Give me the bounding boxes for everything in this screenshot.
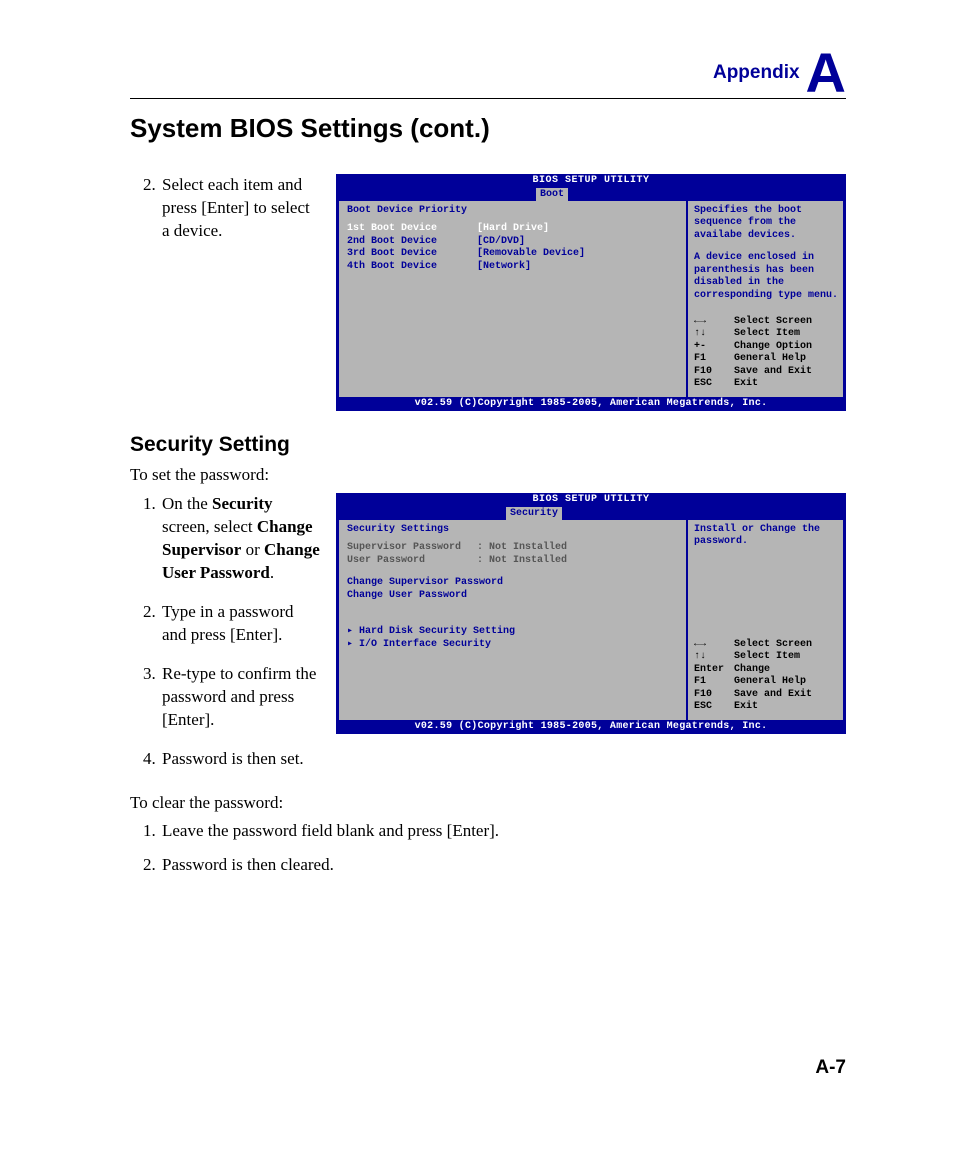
clear-step-2: Password is then cleared.	[160, 855, 846, 875]
bios2-tab-security: Security	[506, 507, 562, 520]
security-steps-column: On the Security screen, select Change Su…	[130, 493, 320, 786]
security-intro: To set the password:	[130, 465, 846, 485]
boot-item-3: 3rd Boot Device[Removable Device]	[347, 248, 680, 261]
io-security-link: I/O Interface Security	[347, 639, 680, 652]
clear-intro: To clear the password:	[130, 793, 846, 813]
security-heading: Security Setting	[130, 433, 846, 457]
bios-right-pane: Specifies the boot sequence from the ava…	[688, 201, 843, 397]
bios-title: BIOS SETUP UTILITY	[336, 174, 846, 188]
page-title: System BIOS Settings (cont.)	[130, 113, 846, 144]
supervisor-pw-row: Supervisor Password: Not Installed	[347, 542, 680, 555]
security-step-2: Type in a password and press [Enter].	[160, 601, 320, 647]
clear-steps: Leave the password field blank and press…	[130, 821, 846, 875]
bios-left-pane: Boot Device Priority 1st Boot Device[Har…	[339, 201, 688, 397]
bios2-right-pane: Install or Change the password. ←→Select…	[688, 520, 843, 720]
boot-item-1: 1st Boot Device[Hard Drive]	[347, 223, 680, 236]
security-step-4: Password is then set.	[160, 748, 320, 771]
bios-help-text: Specifies the boot sequence from the ava…	[694, 205, 839, 303]
bios2-left-pane: Security Settings Supervisor Password: N…	[339, 520, 688, 720]
clear-step-1: Leave the password field blank and press…	[160, 821, 846, 841]
instruction-column: Select each item and press [Enter] to se…	[130, 174, 320, 259]
bios-tabbar: Boot	[336, 188, 846, 201]
bios-key-legend: ←→Select Screen ↑↓Select Item +-Change O…	[694, 316, 839, 391]
change-supervisor-link: Change Supervisor Password	[347, 577, 680, 590]
bios-tab-boot: Boot	[536, 188, 568, 201]
bios2-tabbar: Security	[336, 507, 846, 520]
security-step-3: Re-type to confirm the password and pres…	[160, 663, 320, 732]
bios2-section-title: Security Settings	[347, 524, 680, 537]
page-number: A-7	[815, 1057, 846, 1079]
bios-security-screenshot: BIOS SETUP UTILITY Security Security Set…	[336, 493, 846, 734]
bios-panel: Boot Device Priority 1st Boot Device[Har…	[336, 201, 846, 397]
bios2-key-legend: ←→Select Screen ↑↓Select Item EnterChang…	[694, 639, 839, 714]
boot-item-2: 2nd Boot Device[CD/DVD]	[347, 236, 680, 249]
bios-boot-screenshot: BIOS SETUP UTILITY Boot Boot Device Prio…	[336, 174, 846, 411]
appendix-label: Appendix	[713, 62, 800, 83]
bios2-help-text: Install or Change the password.	[694, 524, 839, 549]
user-pw-row: User Password: Not Installed	[347, 555, 680, 568]
change-user-link: Change User Password	[347, 590, 680, 603]
boot-item-4: 4th Boot Device[Network]	[347, 261, 680, 274]
appendix-letter: A	[806, 48, 846, 98]
bios2-footer: v02.59 (C)Copyright 1985-2005, American …	[336, 720, 846, 735]
hdd-security-link: Hard Disk Security Setting	[347, 626, 680, 639]
section-security: On the Security screen, select Change Su…	[130, 493, 846, 786]
page-header: Appendix A	[130, 48, 846, 99]
bios2-title: BIOS SETUP UTILITY	[336, 493, 846, 507]
section-boot: Select each item and press [Enter] to se…	[130, 174, 846, 411]
bios2-panel: Security Settings Supervisor Password: N…	[336, 520, 846, 720]
bios-section-title: Boot Device Priority	[347, 205, 680, 218]
security-step-1: On the Security screen, select Change Su…	[160, 493, 320, 585]
page: Appendix A System BIOS Settings (cont.) S…	[0, 0, 954, 1149]
step-2: Select each item and press [Enter] to se…	[160, 174, 320, 243]
bios-footer: v02.59 (C)Copyright 1985-2005, American …	[336, 397, 846, 412]
